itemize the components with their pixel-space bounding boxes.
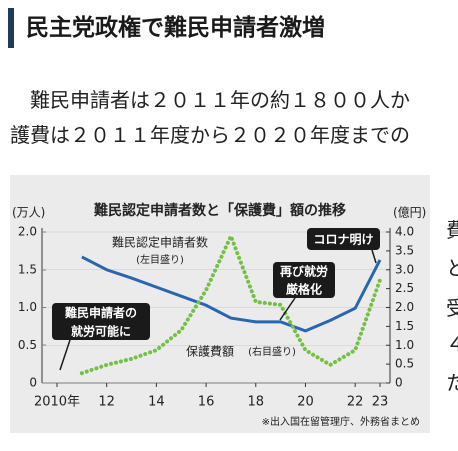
annotation-box [273, 262, 335, 298]
y2-tick-label: 3.5 [395, 243, 414, 257]
annotation-arrow [279, 297, 296, 321]
annotation-box [52, 303, 150, 340]
x-tick-label: 20 [297, 395, 314, 410]
y2-tick-label: 0 [395, 376, 403, 390]
series-line [81, 255, 382, 333]
side-text: ４ [446, 332, 458, 356]
series-label: 難民認定申請者数 [112, 235, 208, 250]
series-label: 保護費額 [186, 344, 234, 359]
annotation-arrow [371, 249, 377, 264]
x-tick-label: 18 [247, 395, 264, 410]
x-tick-label: 16 [198, 395, 215, 410]
annotation: (左目盛り) [136, 253, 184, 266]
annotation: (右目盛り) [248, 345, 296, 358]
x-tick-label: 23 [372, 395, 389, 410]
y2-tick-label: 3.0 [395, 262, 414, 276]
annotation: 就労可能に [71, 323, 131, 338]
y2-tick-label: 2.5 [395, 281, 414, 295]
annotation: コロナ明け [313, 233, 373, 247]
y2-unit: (億円) [393, 206, 426, 220]
annotation: 厳格化 [286, 282, 322, 297]
y-unit: (万人) [12, 206, 45, 220]
y-tick-label: 2.0 [18, 225, 37, 239]
annotation: 難民申請者の [65, 305, 137, 320]
y-tick-label: 1.0 [18, 300, 37, 314]
x-tick-label: 14 [148, 395, 165, 410]
y2-tick-label: 1.0 [395, 338, 414, 352]
paragraph-line: 護費は２０１１年度から２０２０年度までの [10, 123, 410, 147]
x-tick-label: 2010年 [34, 395, 80, 410]
y2-tick-label: 1.5 [395, 319, 414, 333]
paragraph-line: 難民申請者は２０１１年の約１８００人か [10, 88, 410, 112]
heading-bar [8, 8, 14, 48]
y-tick-label: 0.5 [18, 338, 37, 352]
side-text: 費 [446, 218, 458, 242]
y-tick-label: 1.5 [18, 262, 37, 276]
y2-tick-label: 4.0 [395, 225, 414, 239]
annotation-box [307, 228, 380, 250]
side-text: 受 [446, 296, 458, 320]
x-tick-label: 22 [347, 395, 364, 410]
chart-title: 難民認定申請者数と「保護費」額の推移 [94, 202, 346, 219]
source: ※出入国在留管理庁、外務省まとめ [262, 415, 420, 428]
y2-tick-label: 0.5 [395, 357, 414, 371]
heading: 民主党政権で難民申請者激増 [26, 15, 325, 41]
annotation-arrow [59, 339, 71, 371]
side-text: た [446, 371, 458, 395]
annotation: 再び就労 [280, 264, 328, 279]
y-tick-label: 0 [29, 376, 37, 390]
series-line [79, 230, 382, 376]
chart: 難民認定申請者数と「保護費」額の推移 (万人) (億円) ※出入国在留管理庁、外… [10, 175, 430, 433]
y2-tick-label: 2.0 [395, 300, 414, 314]
x-tick-label: 12 [98, 395, 115, 410]
side-text: と [446, 256, 458, 280]
